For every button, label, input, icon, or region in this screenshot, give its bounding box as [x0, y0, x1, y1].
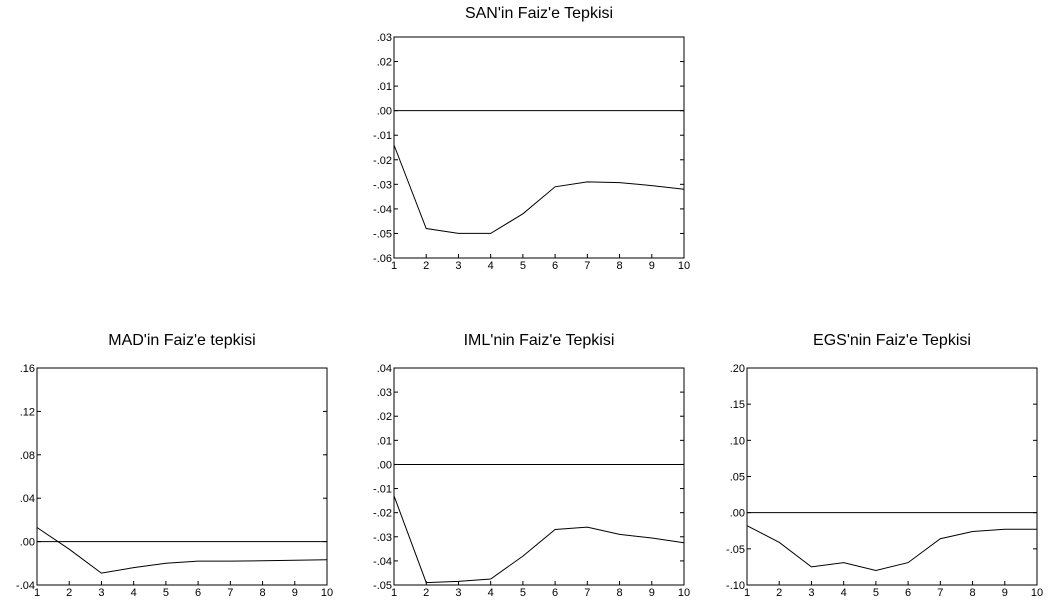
y-tick-label: -.01	[373, 130, 392, 142]
y-tick-label: .10	[730, 435, 745, 447]
y-tick-label: -.04	[373, 204, 392, 216]
x-tick-label: 5	[520, 260, 526, 272]
series-line	[746, 525, 1037, 572]
y-tick-label: -.02	[373, 508, 392, 520]
y-tick-label: .01	[377, 81, 392, 93]
plot-frame	[393, 36, 685, 259]
x-tick-label: 4	[488, 587, 494, 599]
y-tick-label: -.05	[373, 228, 392, 240]
x-tick-label: 3	[98, 587, 104, 599]
x-tick-label: 1	[744, 587, 750, 599]
x-tick-label: 10	[321, 587, 333, 599]
chart-title: IML'nin Faiz'e Tepkisi	[463, 332, 615, 349]
series-line	[393, 495, 685, 584]
y-tick-label: .12	[20, 406, 35, 418]
x-tick-label: 7	[584, 260, 590, 272]
chart-title: SAN'in Faiz'e Tepkisi	[464, 5, 614, 22]
chart-title: MAD'in Faiz'e tepkisi	[108, 332, 256, 349]
x-tick-label: 8	[259, 587, 265, 599]
chart-plot: .16 .12 .08 .04 .00 -.041 2 3 4 5 6 7 8 9 10	[16, 363, 333, 599]
x-tick-label: 2	[423, 587, 429, 599]
y-tick-label: .00	[377, 106, 392, 118]
y-tick-label: .15	[730, 399, 745, 411]
x-tick-label: 10	[678, 260, 690, 272]
x-tick-label: 4	[131, 587, 137, 599]
x-tick-label: 2	[66, 587, 72, 599]
x-tick-label: 2	[423, 260, 429, 272]
y-tick-label: .16	[20, 363, 35, 375]
y-tick-label: -.10	[726, 580, 745, 592]
plot-frame	[746, 367, 1038, 586]
chart-san: SAN'in Faiz'e Tepkisi .03 .02 .01 .00 -.01 -.…	[0, 0, 1048, 280]
x-tick-label: 1	[391, 260, 397, 272]
chart-mad: MAD'in Faiz'e tepkisi .16 .12 .08 .04 .00 -.0…	[0, 320, 340, 611]
chart-iml: IML'nin Faiz'e Tepkisi .04 .03 .02 .01 .00 -.…	[355, 320, 695, 611]
y-tick-label: .02	[377, 57, 392, 69]
x-tick-label: 9	[1002, 587, 1008, 599]
x-tick-label: 2	[776, 587, 782, 599]
y-tick-label: -.03	[373, 179, 392, 191]
plot-frame	[393, 367, 685, 586]
x-tick-label: 6	[552, 260, 558, 272]
y-tick-label: .05	[730, 472, 745, 484]
chart-plot: .04 .03 .02 .01 .00 -.01 -.02 -.03 -.04 -.051 2 3 4 5…	[373, 363, 690, 599]
x-tick-label: 10	[678, 587, 690, 599]
x-tick-label: 6	[195, 587, 201, 599]
y-tick-label: -.06	[373, 253, 392, 265]
y-tick-label: -.04	[16, 580, 35, 592]
y-tick-label: -.04	[373, 556, 392, 568]
x-tick-label: 5	[873, 587, 879, 599]
y-tick-label: -.01	[373, 484, 392, 496]
x-tick-label: 7	[584, 587, 590, 599]
chart-plot: .20 .15 .10 .05 .00 -.05 -.101 2 3 4 5 6 7 8 9 10	[726, 363, 1043, 599]
x-tick-label: 9	[649, 587, 655, 599]
y-tick-label: -.02	[373, 155, 392, 167]
x-tick-label: 4	[488, 260, 494, 272]
y-tick-label: .00	[377, 459, 392, 471]
chart-egs: EGS'nin Faiz'e Tepkisi .20 .15 .10 .05 .00 -.…	[708, 320, 1048, 611]
chart-plot: .03 .02 .01 .00 -.01 -.02 -.03 -.04 -.05 -.061 2 3 4…	[373, 32, 690, 272]
y-tick-label: .04	[20, 493, 35, 505]
x-tick-label: 9	[292, 587, 298, 599]
x-tick-label: 10	[1031, 587, 1043, 599]
x-tick-label: 1	[34, 587, 40, 599]
y-tick-label: -.05	[726, 544, 745, 556]
chart-title: EGS'nin Faiz'e Tepkisi	[813, 332, 971, 349]
series-line	[393, 144, 685, 234]
x-tick-label: 3	[808, 587, 814, 599]
y-tick-label: .01	[377, 435, 392, 447]
y-tick-label: -.05	[373, 580, 392, 592]
x-tick-label: 9	[649, 260, 655, 272]
x-tick-label: 8	[616, 587, 622, 599]
plot-frame	[36, 367, 328, 586]
y-tick-label: .00	[20, 537, 35, 549]
x-tick-label: 1	[391, 587, 397, 599]
x-tick-label: 5	[163, 587, 169, 599]
x-tick-label: 4	[841, 587, 847, 599]
x-tick-label: 3	[455, 587, 461, 599]
x-tick-label: 5	[520, 587, 526, 599]
y-tick-label: .04	[377, 363, 392, 375]
series-line	[36, 527, 328, 574]
y-tick-label: .03	[377, 32, 392, 44]
x-tick-label: 7	[937, 587, 943, 599]
y-tick-label: .20	[730, 363, 745, 375]
y-tick-label: -.03	[373, 532, 392, 544]
y-tick-label: .02	[377, 411, 392, 423]
x-tick-label: 8	[616, 260, 622, 272]
x-tick-label: 6	[905, 587, 911, 599]
y-tick-label: .08	[20, 450, 35, 462]
y-tick-label: .00	[730, 508, 745, 520]
y-tick-label: .03	[377, 387, 392, 399]
x-tick-label: 6	[552, 587, 558, 599]
x-tick-label: 7	[227, 587, 233, 599]
x-tick-label: 8	[969, 587, 975, 599]
x-tick-label: 3	[455, 260, 461, 272]
